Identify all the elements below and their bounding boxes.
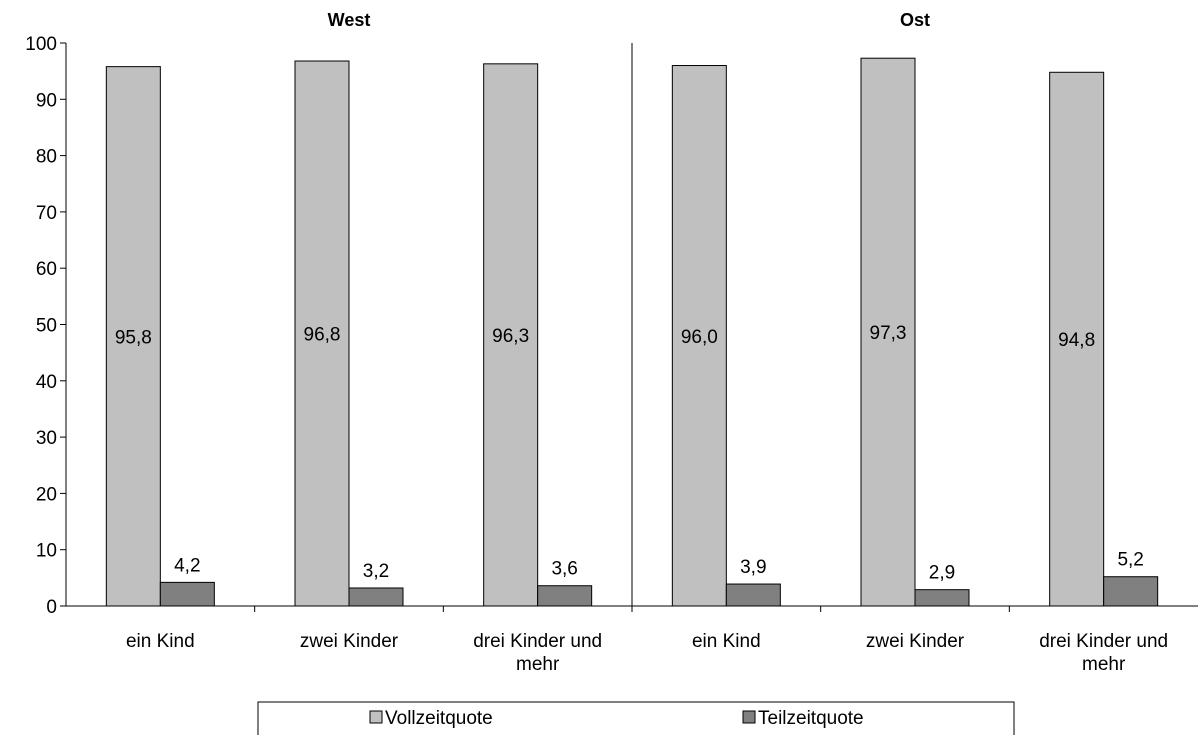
axes: 0 10 20 30 40 50 60 70 80 90 100 West Ost ein Kind zwe… xyxy=(25,10,1198,675)
bar-teilzeitquote xyxy=(914,589,970,607)
bar-teilzeitquote xyxy=(725,583,781,607)
y-tick-label: 30 xyxy=(36,428,57,449)
category-label: zwei Kinder xyxy=(300,631,399,652)
legend-label: Teilzeitquote xyxy=(758,708,864,729)
y-tick-label: 50 xyxy=(36,316,57,337)
bar-vollzeitquote xyxy=(671,65,727,607)
category-label: ein Kind xyxy=(692,631,761,652)
data-label-teilzeitquote: 3,9 xyxy=(740,557,766,578)
group-title: West xyxy=(328,10,371,30)
data-label-vollzeitquote: 96,8 xyxy=(304,325,341,346)
bars xyxy=(105,57,1159,607)
bar-vollzeitquote xyxy=(1049,71,1105,607)
y-tick-label: 60 xyxy=(36,259,57,280)
data-label-teilzeitquote: 3,2 xyxy=(363,561,389,582)
y-tick-label: 100 xyxy=(25,34,57,55)
legend-swatch xyxy=(369,710,383,724)
legend-box xyxy=(257,701,1015,740)
category-label: ein Kind xyxy=(126,631,195,652)
data-label-vollzeitquote: 96,0 xyxy=(681,327,718,348)
bar-vollzeitquote xyxy=(860,57,916,607)
data-label-teilzeitquote: 4,2 xyxy=(174,555,200,576)
legend: Vollzeitquote Teilzeitquote xyxy=(257,701,1015,740)
data-label-vollzeitquote: 96,3 xyxy=(492,326,529,347)
y-tick-label: 80 xyxy=(36,147,57,168)
category-label: drei Kinder und mehr xyxy=(473,631,602,675)
data-label-vollzeitquote: 94,8 xyxy=(1058,330,1095,351)
bar-vollzeitquote xyxy=(483,63,539,607)
data-labels: 95,8 4,2 96,8 3,2 96,3 3,6 96,0 3,9 97,3 2,9 94,8 5… xyxy=(115,323,1144,584)
y-tick-label: 70 xyxy=(36,203,57,224)
category-label: drei Kinder und mehr xyxy=(1039,631,1168,675)
bar-teilzeitquote xyxy=(537,585,593,607)
bar-teilzeitquote xyxy=(159,581,215,607)
bar-vollzeitquote xyxy=(105,66,161,607)
legend-swatch xyxy=(742,710,756,724)
data-label-teilzeitquote: 3,6 xyxy=(551,559,577,580)
data-label-vollzeitquote: 95,8 xyxy=(115,327,152,348)
bar-teilzeitquote xyxy=(1103,576,1159,607)
category-label: zwei Kinder xyxy=(866,631,965,652)
data-label-teilzeitquote: 2,9 xyxy=(929,563,955,584)
y-tick-label: 20 xyxy=(36,484,57,505)
y-tick-label: 90 xyxy=(36,90,57,111)
bar-vollzeitquote xyxy=(294,60,350,607)
data-label-teilzeitquote: 5,2 xyxy=(1117,550,1143,571)
group-title: Ost xyxy=(900,10,930,30)
bar-teilzeitquote xyxy=(348,587,404,607)
y-tick-label: 10 xyxy=(36,541,57,562)
legend-label: Vollzeitquote xyxy=(385,708,493,729)
y-tick-label: 40 xyxy=(36,372,57,393)
data-label-vollzeitquote: 97,3 xyxy=(870,323,907,344)
y-tick-label: 0 xyxy=(46,597,57,618)
